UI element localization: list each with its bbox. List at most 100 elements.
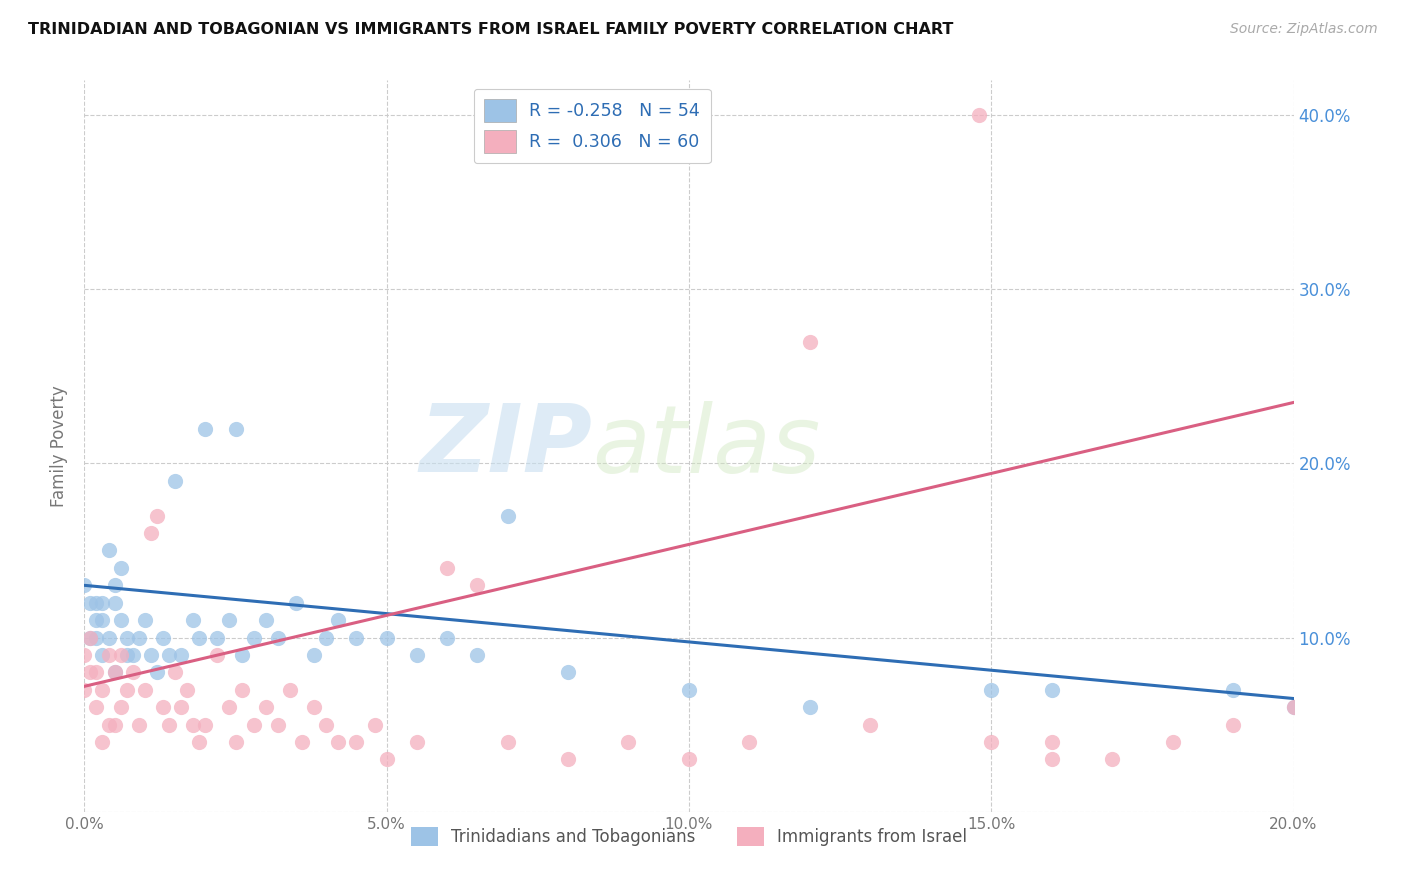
Point xyxy=(121,648,143,662)
Point xyxy=(678,682,700,697)
Point xyxy=(165,665,187,680)
Point xyxy=(799,700,821,714)
Point xyxy=(557,665,579,680)
Point xyxy=(79,631,101,645)
Point xyxy=(104,665,127,680)
Point xyxy=(134,682,156,697)
Point xyxy=(1101,752,1123,766)
Point xyxy=(467,578,489,592)
Point xyxy=(110,561,132,575)
Point xyxy=(91,735,114,749)
Point xyxy=(86,700,108,714)
Point xyxy=(91,596,114,610)
Point xyxy=(231,682,253,697)
Point xyxy=(218,613,240,627)
Point xyxy=(436,631,458,645)
Point xyxy=(91,613,114,627)
Point xyxy=(406,735,429,749)
Point xyxy=(1222,682,1244,697)
Point xyxy=(254,613,277,627)
Point xyxy=(181,717,204,731)
Point xyxy=(218,700,240,714)
Point xyxy=(139,648,162,662)
Point xyxy=(375,752,398,766)
Point xyxy=(346,735,368,749)
Point xyxy=(86,596,108,610)
Point xyxy=(152,700,174,714)
Point xyxy=(73,682,96,697)
Point xyxy=(267,717,290,731)
Point xyxy=(1040,735,1063,749)
Point xyxy=(165,474,187,488)
Point xyxy=(121,665,143,680)
Point xyxy=(79,665,101,680)
Point xyxy=(97,648,120,662)
Point xyxy=(557,752,579,766)
Point xyxy=(97,543,120,558)
Point xyxy=(967,108,990,122)
Point xyxy=(86,613,108,627)
Point xyxy=(617,735,640,749)
Point xyxy=(91,682,114,697)
Point xyxy=(496,735,519,749)
Point xyxy=(254,700,277,714)
Point xyxy=(91,648,114,662)
Y-axis label: Family Poverty: Family Poverty xyxy=(51,385,69,507)
Point xyxy=(1161,735,1184,749)
Point xyxy=(104,596,127,610)
Text: ZIP: ZIP xyxy=(419,400,592,492)
Point xyxy=(110,613,132,627)
Point xyxy=(678,752,700,766)
Point xyxy=(115,648,138,662)
Point xyxy=(181,613,204,627)
Point xyxy=(146,508,169,523)
Point xyxy=(315,717,337,731)
Point xyxy=(302,648,325,662)
Point xyxy=(115,631,138,645)
Point xyxy=(302,700,325,714)
Point xyxy=(104,717,127,731)
Point xyxy=(194,421,217,435)
Point xyxy=(1040,752,1063,766)
Point xyxy=(157,717,180,731)
Point xyxy=(242,717,264,731)
Point xyxy=(86,631,108,645)
Point xyxy=(291,735,314,749)
Point xyxy=(146,665,169,680)
Point xyxy=(97,717,120,731)
Point xyxy=(128,717,150,731)
Point xyxy=(328,735,350,749)
Point xyxy=(231,648,253,662)
Point xyxy=(73,648,96,662)
Point xyxy=(278,682,301,697)
Point xyxy=(128,631,150,645)
Point xyxy=(110,648,132,662)
Point xyxy=(1222,717,1244,731)
Text: TRINIDADIAN AND TOBAGONIAN VS IMMIGRANTS FROM ISRAEL FAMILY POVERTY CORRELATION : TRINIDADIAN AND TOBAGONIAN VS IMMIGRANTS… xyxy=(28,22,953,37)
Text: atlas: atlas xyxy=(592,401,821,491)
Point xyxy=(194,717,217,731)
Point xyxy=(1282,700,1305,714)
Point xyxy=(97,631,120,645)
Point xyxy=(170,648,193,662)
Point xyxy=(104,578,127,592)
Point xyxy=(242,631,264,645)
Point xyxy=(363,717,385,731)
Point xyxy=(267,631,290,645)
Point xyxy=(328,613,350,627)
Point xyxy=(346,631,368,645)
Point xyxy=(285,596,308,610)
Point xyxy=(225,735,247,749)
Point xyxy=(225,421,247,435)
Point xyxy=(738,735,761,749)
Point xyxy=(980,735,1002,749)
Point xyxy=(115,682,138,697)
Point xyxy=(496,508,519,523)
Point xyxy=(79,596,101,610)
Point xyxy=(170,700,193,714)
Point xyxy=(110,700,132,714)
Point xyxy=(104,665,127,680)
Point xyxy=(152,631,174,645)
Point xyxy=(207,631,229,645)
Point xyxy=(134,613,156,627)
